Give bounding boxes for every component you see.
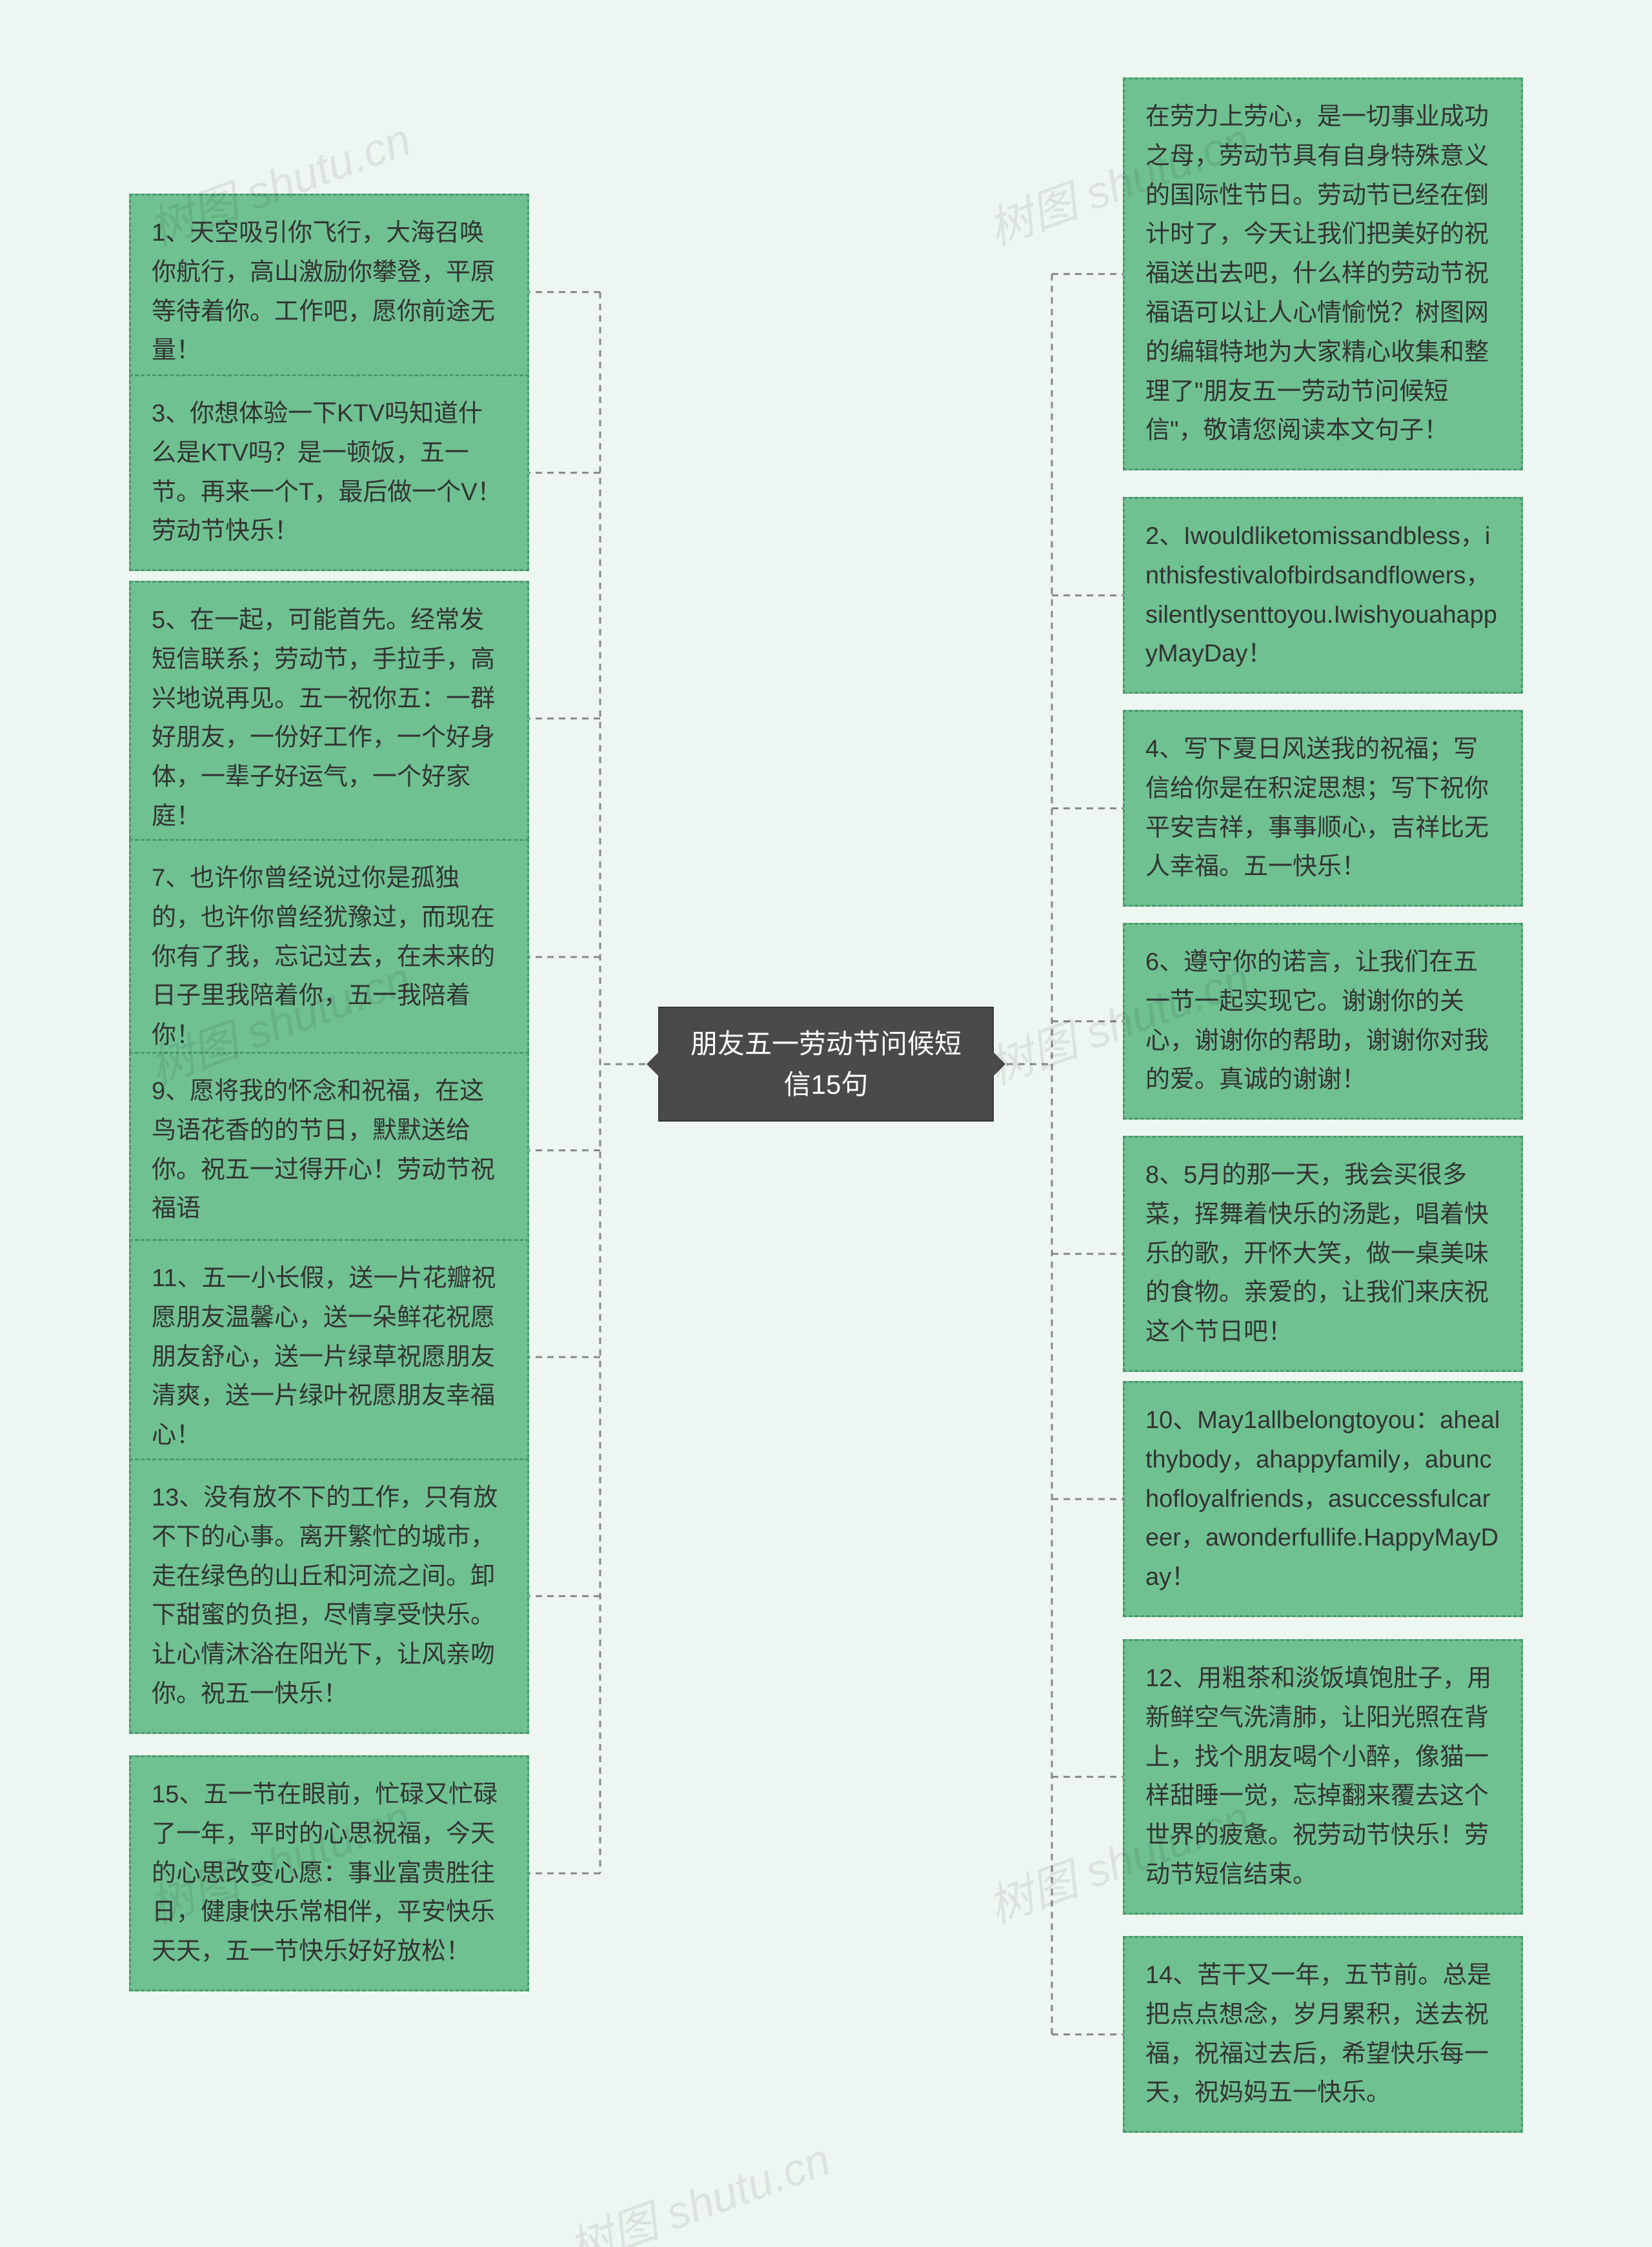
leaf-intro: 在劳力上劳心，是一切事业成功之母，劳动节具有自身特殊意义的国际性节日。劳动节已经… xyxy=(1123,77,1523,470)
leaf-text-intro: 在劳力上劳心，是一切事业成功之母，劳动节具有自身特殊意义的国际性节日。劳动节已经… xyxy=(1145,103,1489,444)
leaf-n13: 13、没有放不下的工作，只有放不下的心事。离开繁忙的城市，走在绿色的山丘和河流之… xyxy=(129,1458,529,1734)
leaf-text-n7: 7、也许你曾经说过你是孤独的，也许你曾经犹豫过，而现在你有了我，忘记过去，在未来… xyxy=(152,865,495,1049)
leaf-text-n10: 10、May1allbelongtoyou：ahealthybody，ahapp… xyxy=(1145,1407,1500,1591)
leaf-text-n8: 8、5月的那一天，我会买很多菜，挥舞着快乐的汤匙，唱着快乐的歌，开怀大笑，做一桌… xyxy=(1145,1162,1489,1345)
leaf-text-n4: 4、写下夏日风送我的祝福；写信给你是在积淀思想；写下祝你平安吉祥，事事顺心，吉祥… xyxy=(1145,736,1489,880)
leaf-text-n9: 9、愿将我的怀念和祝福，在这鸟语花香的的节日，默默送给你。祝五一过得开心！劳动节… xyxy=(152,1078,495,1222)
leaf-n14: 14、苦干又一年，五节前。总是把点点想念，岁月累积，送去祝福，祝福过去后，希望快… xyxy=(1123,1936,1523,2133)
leaf-text-n1: 1、天空吸引你飞行，大海召唤你航行，高山激励你攀登，平原等待着你。工作吧，愿你前… xyxy=(152,219,495,364)
leaf-n2: 2、Iwouldliketomissandbless，inthisfestiva… xyxy=(1123,497,1523,694)
leaf-text-n5: 5、在一起，可能首先。经常发短信联系；劳动节，手拉手，高兴地说再见。五一祝你五：… xyxy=(152,607,495,830)
leaf-text-n6: 6、遵守你的诺言，让我们在五一节一起实现它。谢谢你的关心，谢谢你的帮助，谢谢你对… xyxy=(1145,949,1489,1093)
leaf-text-n2: 2、Iwouldliketomissandbless，inthisfestiva… xyxy=(1145,523,1497,667)
leaf-n7: 7、也许你曾经说过你是孤独的，也许你曾经犹豫过，而现在你有了我，忘记过去，在未来… xyxy=(129,839,529,1075)
leaf-text-n14: 14、苦干又一年，五节前。总是把点点想念，岁月累积，送去祝福，祝福过去后，希望快… xyxy=(1145,1962,1491,2106)
leaf-text-n15: 15、五一节在眼前，忙碌又忙碌了一年，平时的心思祝福，今天的心思改变心愿：事业富… xyxy=(152,1781,498,1965)
leaf-n10: 10、May1allbelongtoyou：ahealthybody，ahapp… xyxy=(1123,1381,1523,1617)
leaf-text-n13: 13、没有放不下的工作，只有放不下的心事。离开繁忙的城市，走在绿色的山丘和河流之… xyxy=(152,1484,498,1708)
leaf-n12: 12、用粗茶和淡饭填饱肚子，用新鲜空气洗清肺，让阳光照在背上，找个朋友喝个小醉，… xyxy=(1123,1639,1523,1915)
leaf-n8: 8、5月的那一天，我会买很多菜，挥舞着快乐的汤匙，唱着快乐的歌，开怀大笑，做一桌… xyxy=(1123,1136,1523,1372)
leaf-n11: 11、五一小长假，送一片花瓣祝愿朋友温馨心，送一朵鲜花祝愿朋友舒心，送一片绿草祝… xyxy=(129,1239,529,1475)
center-label: 朋友五一劳动节问候短信15句 xyxy=(690,1029,962,1100)
leaf-n4: 4、写下夏日风送我的祝福；写信给你是在积淀思想；写下祝你平安吉祥，事事顺心，吉祥… xyxy=(1123,710,1523,907)
center-node: 朋友五一劳动节问候短信15句 xyxy=(658,1007,994,1122)
leaf-text-n12: 12、用粗茶和淡饭填饱肚子，用新鲜空气洗清肺，让阳光照在背上，找个朋友喝个小醉，… xyxy=(1145,1665,1491,1888)
leaf-text-n11: 11、五一小长假，送一片花瓣祝愿朋友温馨心，送一朵鲜花祝愿朋友舒心，送一片绿草祝… xyxy=(152,1265,496,1449)
leaf-n6: 6、遵守你的诺言，让我们在五一节一起实现它。谢谢你的关心，谢谢你的帮助，谢谢你对… xyxy=(1123,923,1523,1120)
leaf-n3: 3、你想体验一下KTV吗知道什么是KTV吗？是一顿饭，五一节。再来一个T，最后做… xyxy=(129,374,529,571)
leaf-text-n3: 3、你想体验一下KTV吗知道什么是KTV吗？是一顿饭，五一节。再来一个T，最后做… xyxy=(152,400,502,545)
leaf-n15: 15、五一节在眼前，忙碌又忙碌了一年，平时的心思祝福，今天的心思改变心愿：事业富… xyxy=(129,1755,529,1991)
leaf-n5: 5、在一起，可能首先。经常发短信联系；劳动节，手拉手，高兴地说再见。五一祝你五：… xyxy=(129,581,529,856)
leaf-n1: 1、天空吸引你飞行，大海召唤你航行，高山激励你攀登，平原等待着你。工作吧，愿你前… xyxy=(129,194,529,390)
watermark: 树图 shutu.cn xyxy=(559,2124,838,2247)
leaf-n9: 9、愿将我的怀念和祝福，在这鸟语花香的的节日，默默送给你。祝五一过得开心！劳动节… xyxy=(129,1052,529,1249)
